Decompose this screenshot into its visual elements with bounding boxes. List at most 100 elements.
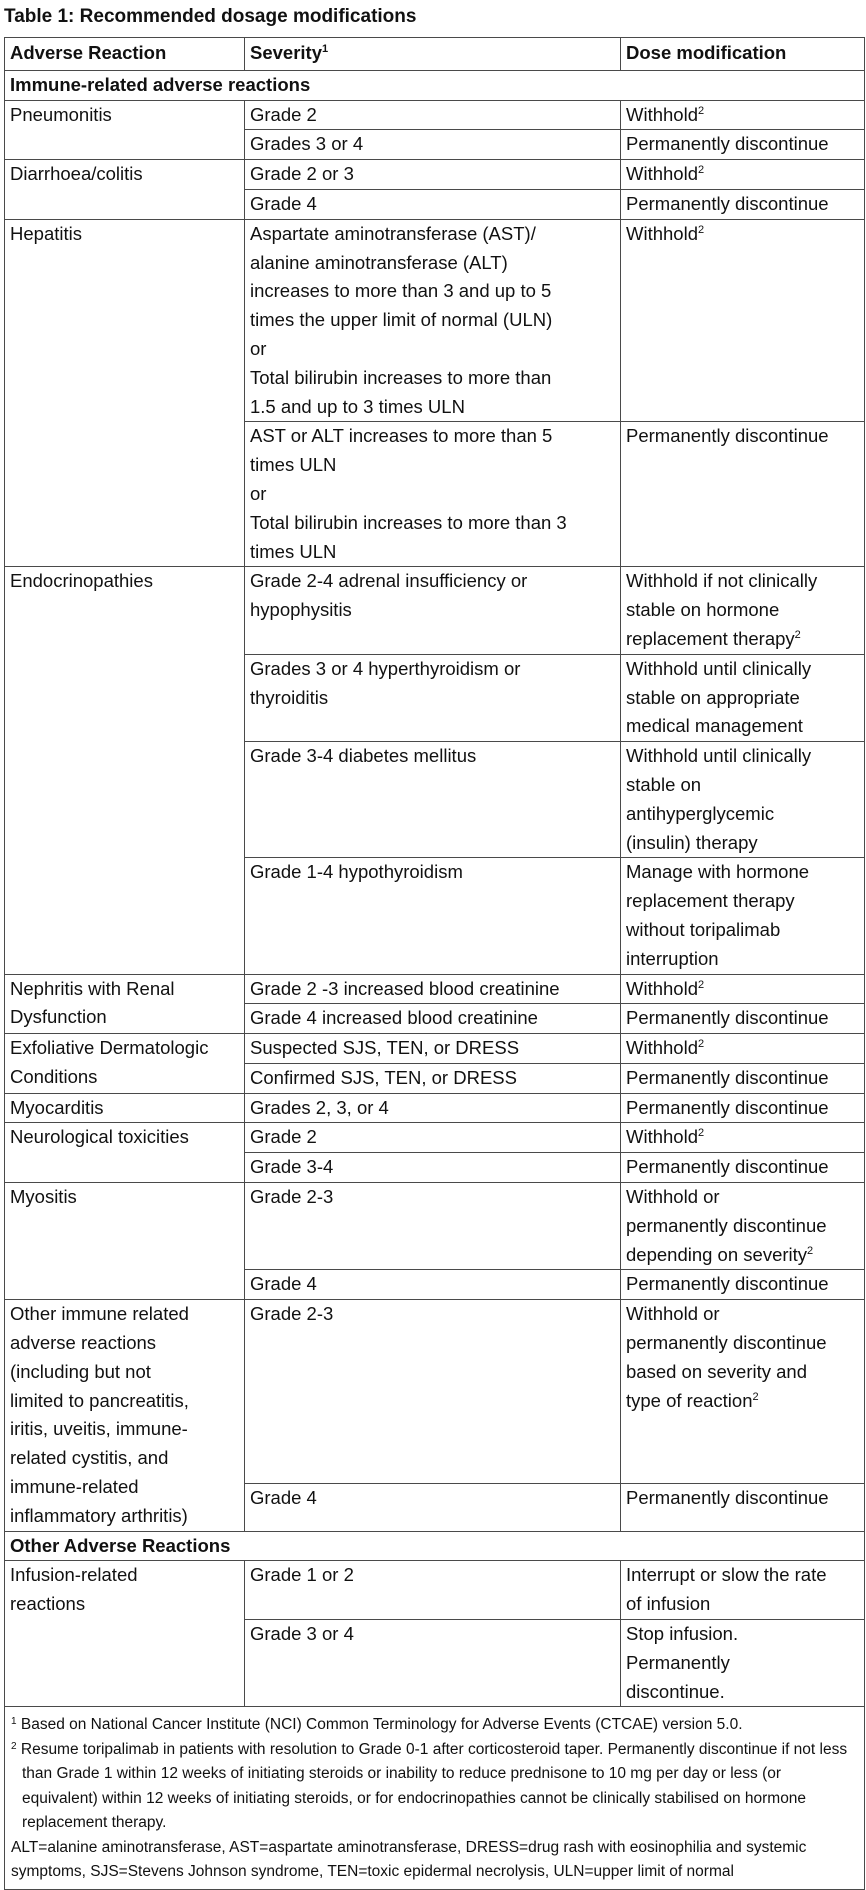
severity-cell: Grade 1 or 2 xyxy=(244,1560,621,1621)
table-row: Endocrinopathies Grade 2-4 adrenal insuff… xyxy=(4,566,865,975)
dose-text: Permanently discontinue xyxy=(626,425,829,447)
dose-modification-cell: Withhold if not clinically stable on hor… xyxy=(620,566,865,655)
abbreviations: ALT=alanine aminotransferase, AST=aspart… xyxy=(11,1838,807,1881)
dose-modification-cell: Withhold2 xyxy=(620,1122,865,1154)
table-row: Other immune related adverse reactions (… xyxy=(4,1299,865,1532)
severity-cell: Grade 3-4 diabetes mellitus xyxy=(244,741,621,859)
table-row: Grade 3-4 diabetes mellitus Withhold unti… xyxy=(5,741,865,859)
table-row: Grade 4 increased blood creatinine Perman… xyxy=(5,1003,865,1035)
section-heading: Other Adverse Reactions xyxy=(4,1530,865,1562)
table-row: Grades 3 or 4 Permanently discontinue xyxy=(5,129,865,161)
footnotes-row: 1 Based on National Cancer Institute (NC… xyxy=(4,1706,865,1890)
dose-text: Withhold xyxy=(626,977,698,999)
footnote-text: Based on National Cancer Institute (NCI)… xyxy=(20,1716,743,1734)
dose-text: Permanently discontinue xyxy=(626,1487,829,1509)
dose-modification-cell: Interrupt or slow the rate of infusion xyxy=(620,1560,865,1621)
table-row: Grade 1-4 hypothyroidism Manage with horm… xyxy=(5,857,865,975)
dose-modification-cell: Withhold2 xyxy=(620,99,865,131)
severity-cell: Grade 2 xyxy=(244,99,621,131)
footnote-text: Resume toripalimab in patients with reso… xyxy=(20,1740,848,1832)
dose-text: Withhold xyxy=(626,1126,698,1148)
severity-cell: Grade 2-4 adrenal insufficiency or hypop… xyxy=(244,566,621,655)
adverse-reaction-cell: Hepatitis xyxy=(4,218,245,568)
footnote-ref: 2 xyxy=(697,164,705,177)
adverse-reaction-cell: Pneumonitis xyxy=(4,99,245,161)
severity-cell: Grades 3 or 4 hyperthyroidism or thyroid… xyxy=(244,653,621,743)
severity-cell: Grades 3 or 4 xyxy=(244,129,621,161)
footnote-ref: 2 xyxy=(807,1244,814,1257)
adverse-reaction-cell: Endocrinopathies xyxy=(4,566,245,975)
adverse-reaction-cell: Nephritis with Renal Dysfunction xyxy=(4,973,245,1035)
severity-cell: Suspected SJS, TEN, or DRESS xyxy=(244,1033,621,1064)
footnote-ref: 2 xyxy=(697,1038,705,1051)
adverse-reaction-cell: Myositis xyxy=(4,1182,245,1301)
dose-text: Permanently discontinue xyxy=(626,1007,829,1029)
severity-cell: Grade 1-4 hypothyroidism xyxy=(244,857,621,975)
table-row: Grade 4 Permanently discontinue xyxy=(5,188,865,220)
table-row: Exfoliative Dermatologic Conditions Suspe… xyxy=(4,1033,865,1094)
dose-text: Withhold xyxy=(626,222,698,244)
severity-cell: Grade 3 or 4 xyxy=(244,1619,621,1708)
severity-cell: Aspartate aminotransferase (AST)/ alanin… xyxy=(244,218,621,423)
table-row: Nephritis with Renal Dysfunction Grade 2 … xyxy=(4,973,865,1035)
dose-modification-cell: Permanently discontinue xyxy=(620,1483,865,1532)
footnote-ref: 2 xyxy=(697,1127,705,1140)
severity-cell: Grade 2-3 xyxy=(244,1299,621,1485)
severity-cell: Grade 4 xyxy=(244,1483,621,1532)
dose-text: Withhold until clinically stable on appr… xyxy=(626,657,812,737)
table-row: Myocarditis Grades 2, 3, or 4 Permanently … xyxy=(4,1092,865,1124)
dose-text: Interrupt or slow the rate of infusion xyxy=(626,1564,827,1615)
dose-modification-cell: Withhold2 xyxy=(620,218,865,423)
dose-modification-cell: Permanently discontinue xyxy=(620,188,865,220)
dose-text: Manage with hormone replacement therapy … xyxy=(626,861,810,969)
footnote-ref: 2 xyxy=(697,104,705,117)
footnotes: 1 Based on National Cancer Institute (NC… xyxy=(4,1706,865,1890)
severity-cell: Confirmed SJS, TEN, or DRESS xyxy=(244,1062,621,1094)
dose-modification-cell: Withhold or permanently discontinue base… xyxy=(620,1299,865,1485)
dose-modification-cell: Withhold2 xyxy=(620,159,865,190)
dose-modification-cell: Stop infusion. Permanently discontinue. xyxy=(620,1619,865,1708)
dose-modification-cell: Permanently discontinue xyxy=(620,1269,865,1301)
adverse-reaction-cell: Neurological toxicities xyxy=(4,1122,245,1184)
table-row: Pneumonitis Grade 2 Withhold2 xyxy=(4,99,865,161)
dose-text: Withhold until clinically stable on anti… xyxy=(626,745,812,853)
header-row: Adverse Reaction Severity1 Dose modifica… xyxy=(4,37,865,71)
severity-cell: Grade 2 -3 increased blood creatinine xyxy=(244,973,621,1005)
dose-modification-cell: Permanently discontinue xyxy=(620,1092,865,1124)
footnote-2: 2 Resume toripalimab in patients with re… xyxy=(11,1738,858,1836)
section-row: Immune-related adverse reactions xyxy=(4,69,865,101)
dose-modification-cell: Permanently discontinue xyxy=(620,1062,865,1094)
dose-text: Withhold xyxy=(626,1037,698,1059)
table-row: Infusion-related reactions Grade 1 or 2 In… xyxy=(4,1560,865,1708)
table-row: Diarrhoea/colitis Grade 2 or 3 Withhold2 xyxy=(4,159,865,220)
dose-modification-cell: Permanently discontinue xyxy=(620,421,865,568)
adverse-reaction-cell: Myocarditis xyxy=(4,1092,245,1124)
dose-modification-cell: Withhold until clinically stable on appr… xyxy=(620,653,865,743)
severity-cell: Grade 2-3 xyxy=(244,1182,621,1271)
section-heading: Immune-related adverse reactions xyxy=(4,69,865,101)
dose-text: Permanently discontinue xyxy=(626,1096,829,1118)
table-row: Confirmed SJS, TEN, or DRESS Permanently … xyxy=(5,1062,865,1094)
adverse-reaction-cell: Exfoliative Dermatologic Conditions xyxy=(4,1033,245,1094)
table-row: Myositis Grade 2-3 Withhold or permanently… xyxy=(4,1182,865,1301)
header-severity-label: Severity xyxy=(250,42,322,63)
dosage-table: Adverse Reaction Severity1 Dose modifica… xyxy=(4,37,865,1890)
footnote-1: 1 Based on National Cancer Institute (NC… xyxy=(11,1713,858,1738)
adverse-reaction-cell: Diarrhoea/colitis xyxy=(4,159,245,220)
header-severity: Severity1 xyxy=(244,37,621,71)
dose-modification-cell: Manage with hormone replacement therapy … xyxy=(620,857,865,975)
dose-text: Permanently discontinue xyxy=(626,1273,829,1295)
header-dose-modification: Dose modification xyxy=(620,37,865,71)
severity-cell: AST or ALT increases to more than 5 time… xyxy=(244,421,621,568)
dose-modification-cell: Withhold2 xyxy=(620,1033,865,1064)
table-row: Hepatitis Aspartate aminotransferase (AST… xyxy=(4,218,865,568)
severity-cell: Grade 2 xyxy=(244,1122,621,1154)
adverse-reaction-cell: Infusion-related reactions xyxy=(4,1560,245,1708)
header-adverse-reaction: Adverse Reaction xyxy=(4,37,245,71)
footnote-ref: 2 xyxy=(697,978,705,991)
dose-text: Permanently discontinue xyxy=(626,1066,829,1088)
footnote-mark: 1 xyxy=(11,1716,17,1728)
severity-cell: Grades 2, 3, or 4 xyxy=(244,1092,621,1124)
dose-text: Withhold if not clinically stable on hor… xyxy=(626,570,818,649)
severity-cell: Grade 3-4 xyxy=(244,1152,621,1184)
